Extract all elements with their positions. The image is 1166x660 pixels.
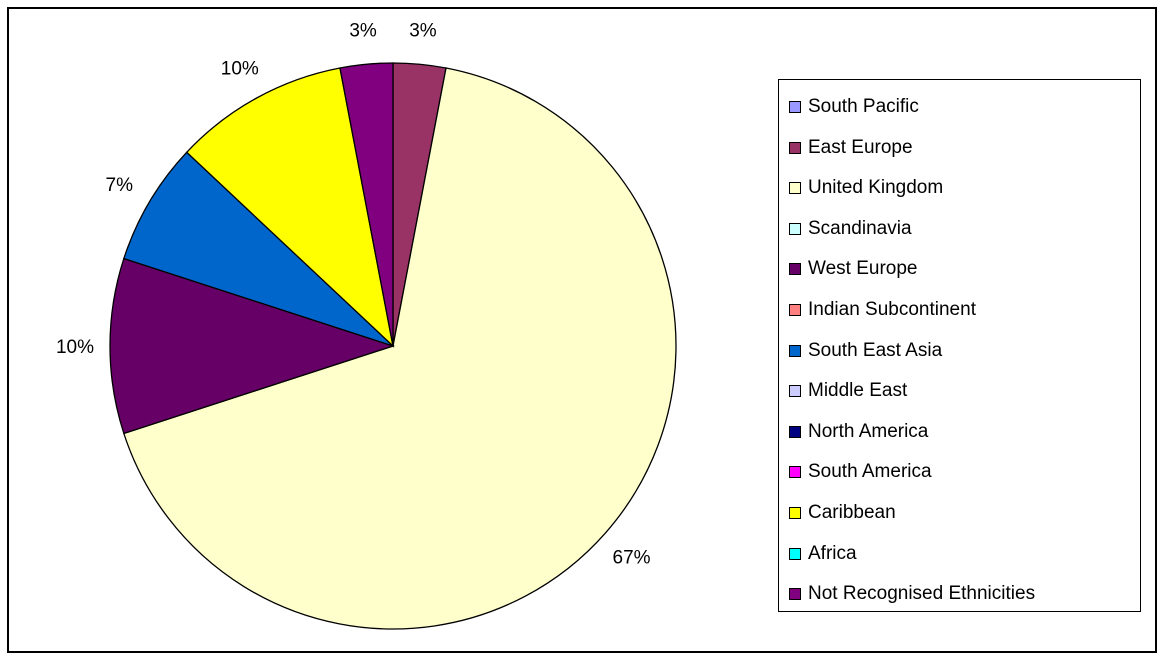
data-label: 3%	[409, 20, 437, 41]
legend-item: West Europe	[789, 258, 917, 280]
legend-item: North America	[789, 421, 928, 443]
legend-item: Middle East	[789, 380, 907, 402]
legend: South Pacific East Europe United Kingdom Sc…	[778, 79, 1141, 612]
legend-swatch	[789, 222, 801, 235]
legend-item: East Europe	[789, 137, 913, 159]
legend-label: North America	[808, 420, 929, 442]
pie-slice-caribbean	[185, 67, 395, 348]
data-label: 67%	[613, 547, 651, 568]
data-label: 10%	[221, 58, 259, 79]
legend-label: United Kingdom	[808, 177, 944, 199]
legend-label: West Europe	[808, 258, 918, 280]
legend-item: Indian Subcontinent	[789, 299, 976, 321]
pie-slice-west-europe	[109, 257, 396, 435]
chart-area: 3% 67% 10% 7% 10% 3% South Pacific East Europe…	[7, 7, 1157, 653]
data-label: 3%	[349, 20, 377, 41]
legend-swatch	[789, 385, 801, 398]
legend-item: Caribbean	[789, 502, 896, 524]
legend-swatch	[789, 101, 801, 113]
legend-swatch	[789, 263, 801, 276]
legend-swatch	[789, 141, 801, 154]
legend-swatch	[789, 425, 801, 438]
legend-label: Not Recognised Ethnicities	[808, 583, 1036, 605]
legend-swatch	[789, 344, 801, 357]
legend-label: Scandinavia	[808, 217, 912, 239]
legend-label: South Pacific	[808, 96, 919, 117]
legend-item: South America	[789, 461, 932, 483]
pie-slice-united-kingdom	[123, 67, 677, 630]
legend-swatch	[789, 547, 801, 560]
pie-chart: 3% 67% 10% 7% 10% 3%	[56, 20, 677, 630]
legend-label: East Europe	[808, 136, 913, 158]
legend-label: Indian Subcontinent	[808, 299, 976, 320]
legend-swatch	[789, 466, 801, 479]
legend-label: Africa	[808, 542, 857, 564]
legend-item: Not Recognised Ethnicities	[789, 583, 1035, 605]
data-label: 7%	[106, 175, 134, 196]
legend-swatch	[789, 182, 801, 195]
pie-slice-south-east-asia	[123, 151, 394, 347]
legend-label: Middle East	[808, 380, 908, 402]
legend-swatch	[789, 507, 801, 519]
legend-label: Caribbean	[808, 502, 896, 523]
legend-item: South Pacific	[789, 96, 919, 118]
pie-slice-not-recognised-ethnicities	[339, 62, 394, 347]
legend-item: Africa	[789, 543, 857, 565]
legend-swatch	[789, 588, 801, 601]
legend-item: South East Asia	[789, 340, 942, 362]
data-label: 10%	[56, 337, 94, 358]
legend-item: United Kingdom	[789, 177, 943, 199]
legend-item: Scandinavia	[789, 218, 912, 240]
legend-label: South America	[808, 461, 932, 483]
legend-label: South East Asia	[808, 339, 943, 361]
legend-swatch	[789, 304, 801, 316]
